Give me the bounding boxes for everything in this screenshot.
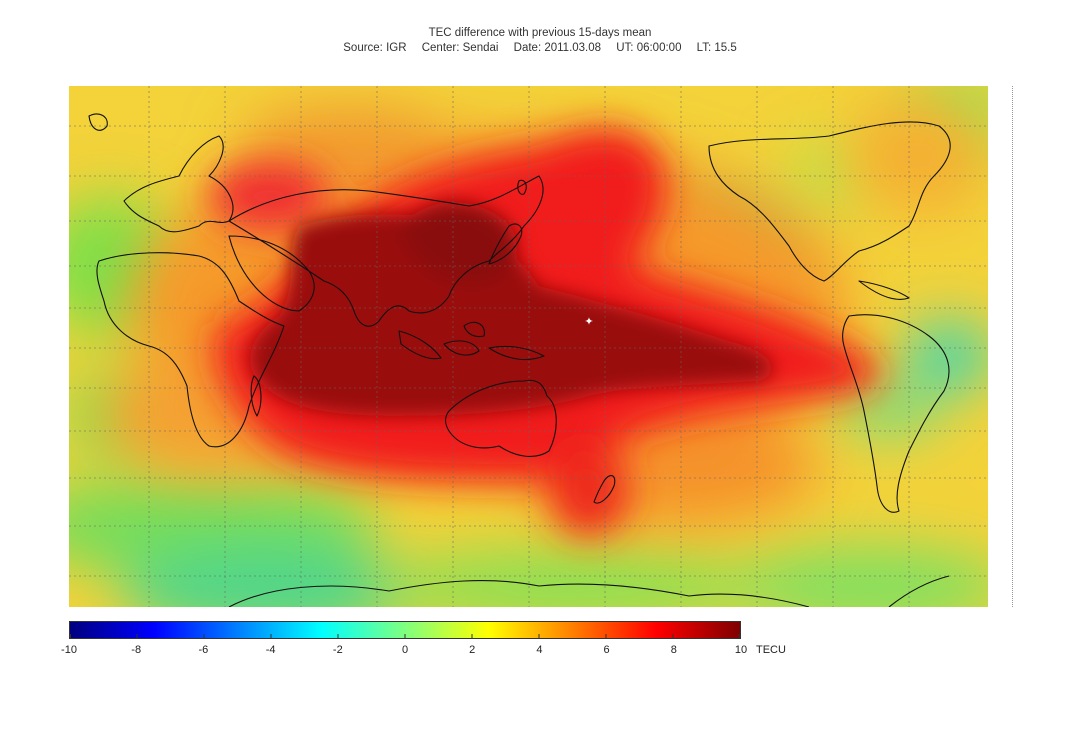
colorbar-tick-label: -6 [198,644,209,656]
right-border [1012,86,1014,607]
colorbar-tick-label: -2 [332,644,343,656]
colorbar [69,621,741,639]
colorbar-tick-label: 10 [734,644,748,656]
colorbar-tick-label: 0 [401,644,409,656]
map-title: TEC difference with previous 15-days mea… [428,27,652,39]
colorbar-tick-label: -8 [131,644,142,656]
title-block: TEC difference with previous 15-days mea… [0,26,1080,56]
colorbar-tick-label: 4 [536,644,543,656]
peak-tec-region [249,202,774,416]
coastlines [88,113,951,607]
map-subtitle: Source: IGR Center: Sendai Date: 2011.03… [0,41,1080,56]
colorbar-tick-label: -4 [265,644,276,656]
date-label: Date: 2011.03.08 [513,42,602,54]
colorbar-tick-label: 6 [603,644,610,656]
star-marker-icon: ✦ [584,316,594,328]
colorbar-gradient [70,622,740,638]
colorbar-tick-label: -10 [61,644,77,656]
colorbar-ticks: -10 -8 -6 -4 -2 0 2 4 6 8 10 [61,644,747,660]
graticule [69,86,988,607]
ut-label: UT: 06:00:00 [616,42,682,54]
lt-label: LT: 15.5 [696,42,737,54]
tec-heatmap [69,86,988,607]
tec-map: ✦ [69,86,988,607]
source-label: Source: IGR [343,42,407,54]
colorbar-unit: TECU [756,644,786,656]
colorbar-tick-label: 2 [469,644,476,656]
colorbar-tick-label: 8 [670,644,677,656]
center-label: Center: Sendai [421,42,499,54]
